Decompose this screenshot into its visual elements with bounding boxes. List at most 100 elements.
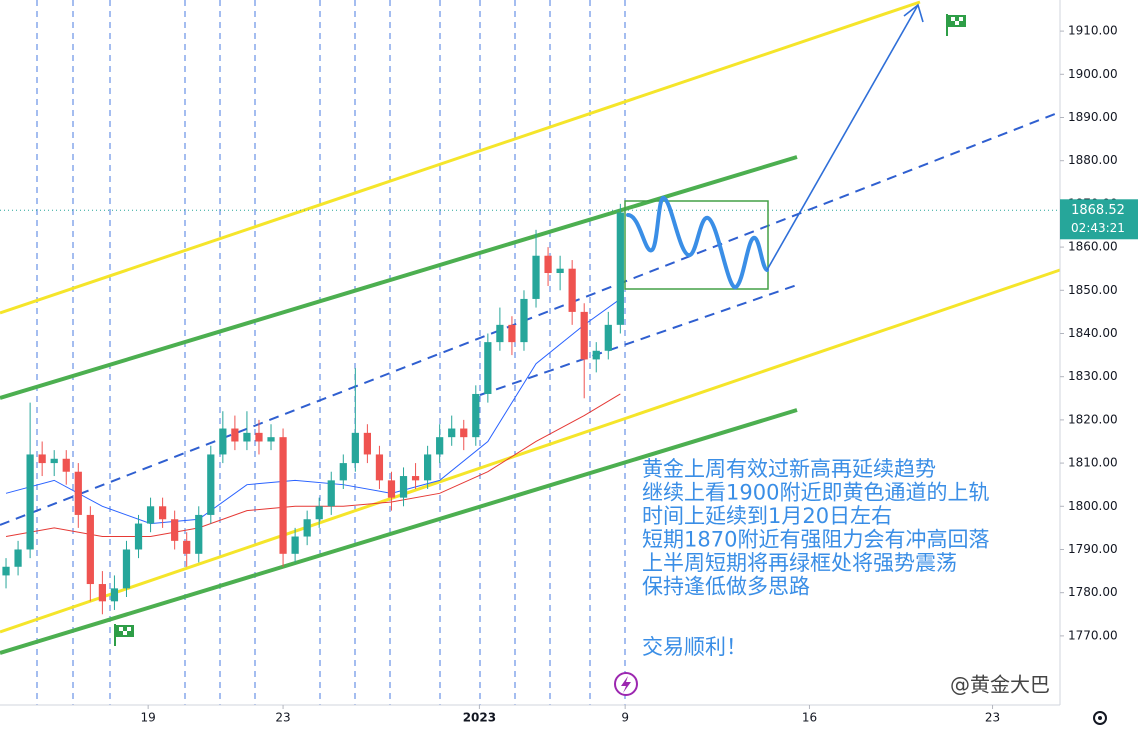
plot — [0, 203, 1060, 615]
forecast-arrow — [766, 4, 919, 271]
y-tick-label: 1880.00 — [1068, 153, 1118, 167]
y-tick-label: 1860.00 — [1068, 240, 1118, 254]
last-price-label: 1868.52 — [1071, 203, 1125, 218]
candle-body — [231, 428, 239, 442]
axes: 1770.00 1780.00 1790.00 1800.00 1810.00 1820.… — [141, 24, 1138, 725]
candle-body — [496, 324, 504, 343]
annotation-text: 上半周短期将再绿框处将强势震荡 — [642, 551, 957, 575]
green-lower-channel — [0, 408, 798, 655]
annotation-text: 短期1870附近有强阻力会有冲高回落 — [642, 528, 989, 552]
candle-body — [207, 454, 215, 515]
candle-body — [14, 549, 22, 567]
last-price-box — [1060, 199, 1138, 240]
annotation-text: 交易顺利！ — [642, 635, 747, 659]
x-tick-label: 19 — [141, 711, 156, 725]
settings-icon[interactable] — [1093, 711, 1107, 725]
annotation-text: 继续上看1900附近即黄色通道的上轨 — [642, 481, 989, 505]
candle-body — [460, 428, 468, 438]
candle-body — [544, 255, 552, 274]
candle-body — [375, 454, 384, 481]
countdown-label: 02:43:21 — [1071, 221, 1125, 235]
candle-body — [255, 432, 263, 442]
blue-dashed-mid — [0, 111, 1061, 526]
candle-body — [279, 437, 287, 554]
candle-body — [508, 324, 516, 343]
candle-body — [363, 432, 371, 455]
candle-body — [50, 458, 58, 464]
y-tick-label: 1800.00 — [1068, 499, 1118, 513]
x-tick-label: 23 — [275, 711, 290, 725]
candle-body — [38, 454, 46, 464]
annotation-text: 黄金上周有效过新高再延续趋势 — [642, 457, 936, 481]
yellow-lower-channel — [0, 268, 1061, 634]
candle-body — [98, 584, 106, 602]
candle-body — [134, 523, 143, 550]
y-tick-label: 1810.00 — [1068, 456, 1118, 470]
candle-body — [2, 566, 10, 576]
candle-body — [568, 268, 576, 312]
candle-body — [303, 519, 311, 537]
candle-body — [399, 476, 408, 498]
candle-body — [604, 324, 612, 351]
candle-body — [146, 506, 155, 524]
price-axis-bg — [1060, 0, 1138, 730]
candle-body — [520, 298, 528, 343]
candle-body — [195, 514, 203, 554]
y-tick-label: 1840.00 — [1068, 326, 1118, 340]
x-tick-label: 16 — [802, 711, 817, 725]
watermark: @黄金大巴 — [950, 673, 1050, 697]
annotation-text: 保持逢低做多思路 — [642, 575, 810, 599]
x-tick-label: 9 — [621, 711, 629, 725]
annotations: 黄金上周有效过新高再延续趋势继续上看1900附近即黄色通道的上轨时间上延续到1月… — [642, 457, 989, 659]
candle-body — [291, 536, 299, 554]
y-tick-label: 1820.00 — [1068, 412, 1118, 426]
candle-body — [484, 342, 492, 394]
candle-body — [387, 480, 396, 498]
candle-body — [74, 471, 82, 515]
moving-average — [5, 298, 621, 525]
candle-body — [532, 255, 540, 299]
candle-body — [243, 432, 251, 442]
blue-dashed-lower — [479, 284, 798, 396]
flag-icon — [114, 624, 134, 646]
candle-body — [436, 437, 444, 455]
event-icon — [614, 672, 638, 696]
candle-body — [351, 432, 359, 464]
candle-body — [219, 428, 227, 455]
candle-body — [26, 454, 34, 550]
candle-body — [448, 428, 456, 438]
arrow-head — [903, 3, 924, 23]
candle-body — [122, 549, 131, 589]
candle-body — [171, 519, 179, 541]
y-tick-label: 1850.00 — [1068, 283, 1118, 297]
flag-icon — [946, 14, 966, 36]
y-tick-label: 1890.00 — [1068, 110, 1118, 124]
candle-body — [580, 311, 588, 360]
candle-body — [62, 458, 70, 472]
x-tick-label: 23 — [985, 711, 1000, 725]
candle-body — [327, 480, 335, 507]
y-tick-label: 1790.00 — [1068, 542, 1118, 556]
candle-body — [339, 463, 347, 481]
annotation-text: 时间上延续到1月20日左右 — [642, 504, 892, 528]
candle-body — [424, 454, 432, 481]
candle-body — [472, 393, 480, 438]
candle-body — [86, 514, 94, 585]
candle-body — [110, 588, 119, 602]
candle-body — [411, 476, 420, 481]
candle-body — [592, 350, 600, 360]
candle-body — [267, 437, 275, 442]
candle-body — [616, 212, 624, 325]
yellow-upper-channel — [0, 0, 921, 315]
candle-body — [556, 268, 564, 274]
time-axis-bg — [0, 705, 1138, 730]
candle-body — [315, 506, 323, 520]
y-tick-label: 1770.00 — [1068, 628, 1118, 642]
y-tick-label: 1780.00 — [1068, 585, 1118, 599]
x-tick-label: 2023 — [463, 711, 496, 725]
y-tick-label: 1910.00 — [1068, 24, 1118, 38]
candle-body — [183, 540, 191, 554]
y-tick-label: 1900.00 — [1068, 67, 1118, 81]
